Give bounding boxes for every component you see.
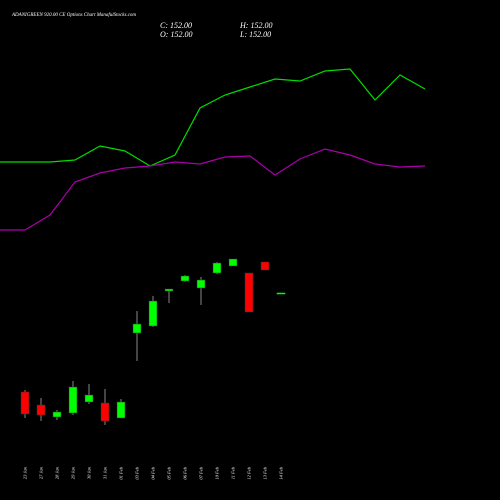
candle-body [196, 279, 206, 289]
candle-body [148, 300, 158, 327]
x-tick-label: 23 Jan [23, 466, 28, 479]
candle-body [68, 386, 78, 414]
candle-body [228, 258, 238, 267]
x-tick-label: 11 Feb [231, 466, 236, 479]
candle-body [116, 401, 126, 419]
candle-body [164, 288, 174, 292]
close-label: C: 152.00 [160, 21, 192, 30]
candle-body [244, 272, 254, 313]
candle-body [260, 261, 270, 271]
indicator-line [0, 148, 426, 231]
candle-body [20, 391, 30, 415]
candle-body [132, 323, 142, 334]
x-tick-label: 27 Jan [39, 466, 44, 479]
x-tick-label: 06 Feb [183, 466, 188, 479]
indicator-line [0, 68, 426, 167]
x-tick-label: 04 Feb [151, 466, 156, 479]
candle-body [100, 402, 110, 422]
candle-body [276, 292, 286, 295]
x-tick-label: 03 Feb [135, 466, 140, 479]
candle-body [180, 275, 190, 282]
x-tick-label: 12 Feb [247, 466, 252, 479]
x-tick-label: 07 Feb [199, 466, 204, 479]
high-label: H: 152.00 [239, 21, 272, 30]
x-tick-label: 01 Feb [119, 466, 124, 479]
candle-body [212, 262, 222, 274]
x-tick-label: 14 Feb [279, 466, 284, 479]
candle-body [36, 404, 46, 416]
x-tick-label: 10 Feb [215, 466, 220, 479]
x-tick-label: 29 Jan [71, 466, 76, 479]
x-tick-label: 13 Feb [263, 466, 268, 479]
candle-body [84, 394, 94, 403]
low-label: L: 152.00 [239, 30, 271, 39]
x-tick-label: 31 Jan [103, 466, 108, 479]
candle-body [52, 411, 62, 418]
x-tick-label: 05 Feb [167, 466, 172, 479]
open-label: O: 152.00 [160, 30, 192, 39]
chart-title: ADANIGREEN 920.00 CE Options Chart Manaf… [11, 13, 136, 18]
x-tick-label: 30 Jan [87, 466, 92, 479]
x-tick-label: 28 Jan [55, 466, 60, 479]
